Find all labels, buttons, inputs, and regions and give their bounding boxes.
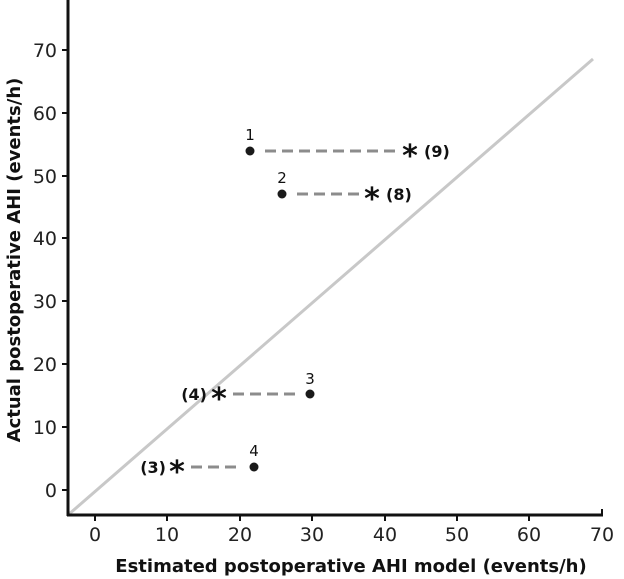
svg-text:*: *	[402, 139, 418, 174]
data-point	[305, 389, 315, 399]
x-axis-title: Estimated postoperative AHI model (event…	[115, 556, 586, 577]
data-pair-1: 1 * (9)	[245, 126, 450, 174]
svg-text:*: *	[169, 455, 185, 490]
svg-text:0: 0	[89, 524, 101, 546]
y-axis-ticks: 0 10 20 30 40 50 60 70	[33, 40, 68, 502]
svg-text:(3): (3)	[140, 458, 166, 477]
svg-text:(9): (9)	[424, 142, 450, 161]
svg-text:50: 50	[33, 166, 57, 188]
svg-text:1: 1	[245, 126, 255, 144]
svg-text:70: 70	[590, 524, 614, 546]
data-point	[249, 462, 259, 472]
data-pair-3: 3 * (4)	[181, 370, 315, 417]
svg-text:60: 60	[517, 524, 541, 546]
svg-text:50: 50	[445, 524, 469, 546]
svg-text:0: 0	[45, 480, 57, 502]
svg-text:*: *	[364, 182, 380, 217]
svg-text:10: 10	[33, 417, 57, 439]
svg-text:20: 20	[33, 354, 57, 376]
svg-text:2: 2	[277, 169, 287, 187]
svg-text:4: 4	[249, 442, 259, 460]
svg-text:(8): (8)	[386, 185, 412, 204]
data-point	[277, 189, 287, 199]
svg-text:40: 40	[33, 228, 57, 250]
y-axis-title: Actual postoperative AHI (events/h)	[4, 78, 25, 443]
svg-text:3: 3	[305, 370, 315, 388]
data-pair-4: 4 * (3)	[140, 442, 259, 490]
svg-text:20: 20	[228, 524, 252, 546]
data-point	[245, 146, 255, 156]
data-pair-2: 2 * (8)	[277, 169, 412, 217]
x-axis-ticks: 0 10 20 30 40 50 60 70	[89, 515, 614, 546]
svg-text:60: 60	[33, 103, 57, 125]
svg-text:*: *	[211, 382, 227, 417]
svg-text:40: 40	[373, 524, 397, 546]
identity-line	[67, 57, 594, 517]
svg-text:70: 70	[33, 40, 57, 62]
svg-text:10: 10	[155, 524, 179, 546]
svg-text:(4): (4)	[181, 385, 207, 404]
svg-text:30: 30	[33, 291, 57, 313]
svg-text:30: 30	[300, 524, 324, 546]
